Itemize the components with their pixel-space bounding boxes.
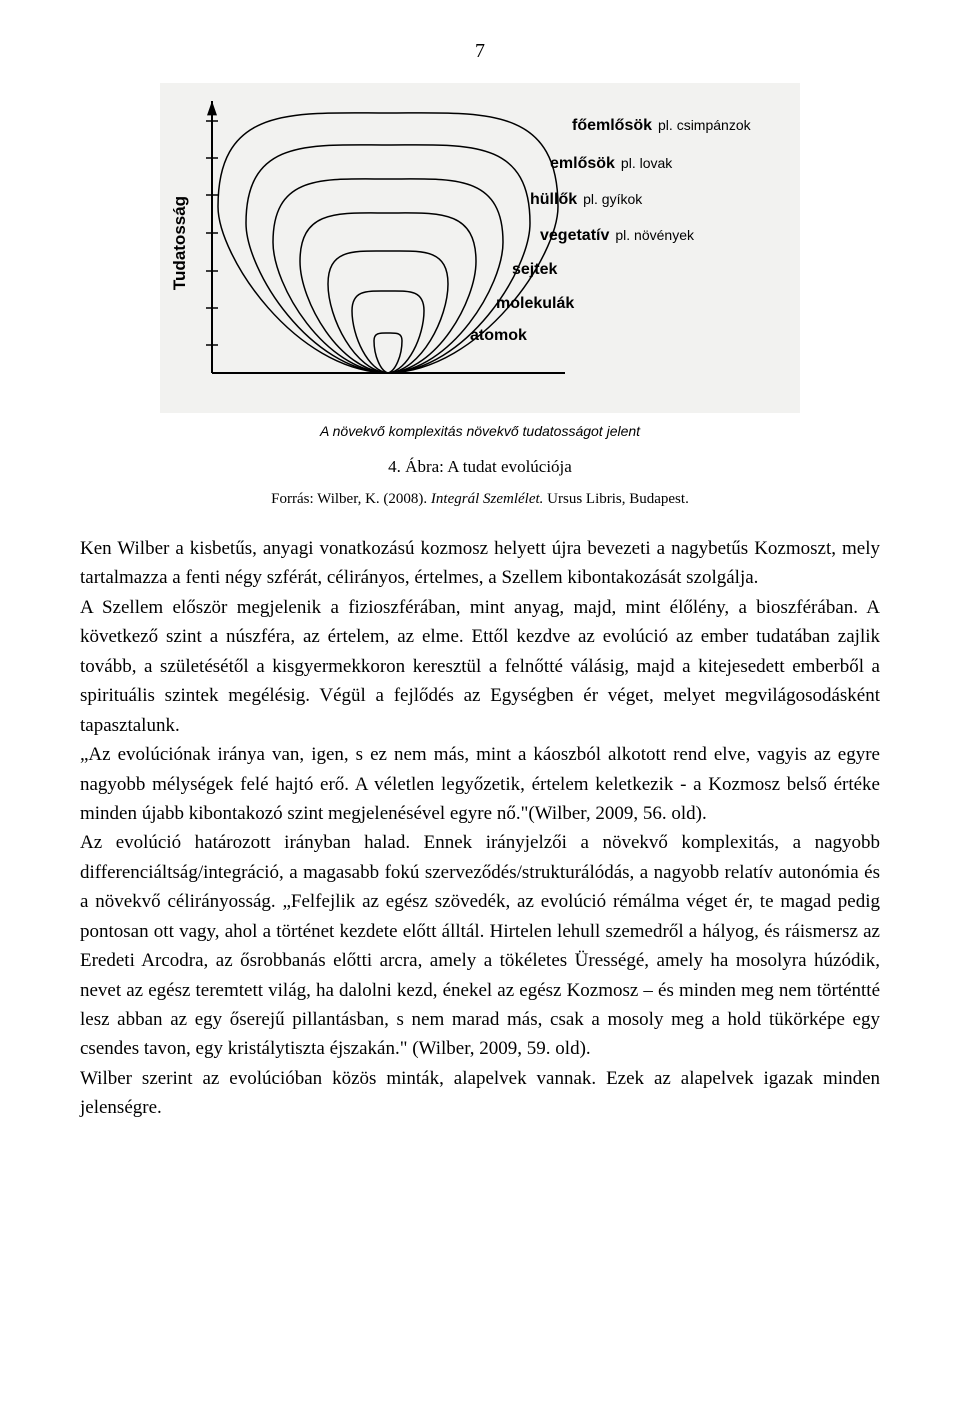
source-suffix: Ursus Libris, Budapest. [543, 491, 688, 507]
ring-sublabel: pl. növények [615, 227, 694, 243]
consciousness-diagram: Tudatosság főemlősökpl. csimpánzok emlősö… [160, 83, 800, 413]
figure-source: Forrás: Wilber, K. (2008). Integrál Szem… [80, 491, 880, 508]
body-text: Ken Wilber a kisbetűs, anyagi vonatkozás… [80, 534, 880, 1123]
figure-caption: 4. Ábra: A tudat evolúciója [80, 457, 880, 477]
ring-label: vegetatívpl. növények [540, 227, 694, 245]
page: 7 Tudatosság főemlősökpl. csimpánzok emlő… [0, 0, 960, 1183]
ring-label: főemlősökpl. csimpánzok [572, 117, 751, 135]
source-prefix: Forrás: Wilber, K. (2008). [271, 491, 431, 507]
diagram-container: Tudatosság főemlősökpl. csimpánzok emlősö… [80, 83, 880, 413]
ring-label: emlősökpl. lovak [550, 155, 672, 173]
ring-label: molekulák [496, 295, 574, 313]
ring-label: hüllőkpl. gyíkok [530, 191, 642, 209]
ring-sublabel: pl. csimpánzok [658, 117, 751, 133]
paragraph: Ken Wilber a kisbetűs, anyagi vonatkozás… [80, 534, 880, 593]
ring-label: atomok [470, 327, 527, 345]
y-axis-label: Tudatosság [170, 196, 190, 290]
ring-label: sejtek [512, 261, 557, 279]
ring-sublabel: pl. lovak [621, 155, 672, 171]
paragraph: A Szellem először megjelenik a fizioszfé… [80, 593, 880, 740]
paragraph: Az evolúció határozott irányban halad. E… [80, 828, 880, 1064]
ring-sublabel: pl. gyíkok [583, 191, 642, 207]
paragraph: „Az evolúciónak iránya van, igen, s ez n… [80, 740, 880, 828]
paragraph: Wilber szerint az evolúcióban közös mint… [80, 1064, 880, 1123]
source-italic: Integrál Szemlélet. [431, 491, 543, 507]
diagram-bottom-caption: A növekvő komplexitás növekvő tudatosság… [160, 423, 800, 439]
page-number: 7 [80, 40, 880, 63]
